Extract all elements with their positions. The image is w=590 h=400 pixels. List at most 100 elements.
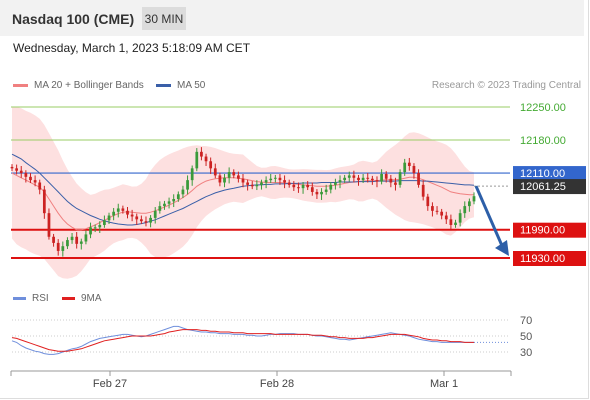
candle-body <box>29 176 32 181</box>
rsi-tick-70: 70 <box>520 315 532 327</box>
candle-body <box>232 172 236 176</box>
candle-body <box>297 187 300 189</box>
candle-body <box>338 180 342 183</box>
candle-body <box>241 178 245 183</box>
bollinger-band <box>12 106 474 279</box>
level-label-12110.00: 12110.00 <box>520 168 565 180</box>
candle-body <box>264 180 268 183</box>
candle-body <box>56 242 60 251</box>
candle-body <box>315 191 319 195</box>
timeframe-button[interactable]: 30 MIN <box>142 7 186 30</box>
candle-body <box>431 206 434 211</box>
candle-body <box>204 156 208 162</box>
candle-body <box>389 178 393 183</box>
rsi-swatch <box>13 297 26 300</box>
last-price-label: 12061.25 <box>520 181 566 193</box>
level-tag-11930.00 <box>513 251 586 266</box>
candle-body <box>218 175 222 183</box>
candle-body <box>380 174 383 182</box>
candle-body <box>449 219 453 225</box>
candle-body <box>472 196 476 202</box>
legend-ma20: MA 20 + Bollinger Bands <box>13 80 144 91</box>
forecast-arrow-head <box>495 240 509 256</box>
candle-body <box>107 215 111 221</box>
candle-body <box>112 211 116 216</box>
candle-body <box>42 189 46 214</box>
candle-body <box>246 182 249 185</box>
candle-body <box>278 177 282 181</box>
candle-body <box>181 189 185 195</box>
level-tag-12110.00 <box>513 166 586 182</box>
candle-body <box>334 182 337 185</box>
candle-body <box>324 189 328 192</box>
candle-body <box>103 220 106 225</box>
candle-body <box>370 178 374 181</box>
legend-ma50: MA 50 <box>156 80 205 91</box>
candle-body <box>223 177 226 183</box>
last-price-tag <box>513 179 586 195</box>
candle-body <box>172 199 176 202</box>
candle-body <box>435 210 439 212</box>
candle-body <box>98 224 102 228</box>
candle-body <box>458 213 462 223</box>
candle-body <box>468 201 471 207</box>
candle-body <box>15 168 18 171</box>
candle-body <box>237 175 240 179</box>
candle-body <box>384 174 388 179</box>
candle-body <box>153 210 157 218</box>
forecast-arrow-line <box>474 185 505 249</box>
candle-body <box>66 240 69 247</box>
candle-body <box>38 182 42 190</box>
legend-9ma-label: 9MA <box>81 293 102 304</box>
research-credit: Research © 2023 Trading Central <box>431 80 581 91</box>
candle-body <box>273 177 277 179</box>
candle-body <box>287 182 291 185</box>
candle-body <box>163 203 166 207</box>
candle-body <box>292 184 296 188</box>
candle-body <box>269 178 273 181</box>
candle-body <box>75 236 79 244</box>
candle-body <box>213 168 217 176</box>
candle-body <box>463 206 467 214</box>
candle-body <box>301 184 305 189</box>
x-tick-label: Mar 1 <box>430 378 458 390</box>
candle-body <box>176 194 180 200</box>
candle-body <box>167 201 171 204</box>
candle-body <box>440 211 444 216</box>
candle-body <box>135 216 139 220</box>
candle-body <box>52 236 55 243</box>
candle-body <box>398 172 402 185</box>
legend-ma50-label: MA 50 <box>177 80 206 91</box>
candle-body <box>70 236 74 241</box>
candle-body <box>33 180 37 183</box>
chart-header <box>0 0 584 36</box>
candle-body <box>357 177 360 181</box>
candle-body <box>24 173 28 177</box>
candle-body <box>361 177 365 181</box>
rsi-ma9-line <box>11 329 474 352</box>
candle-body <box>121 208 125 211</box>
candle-body <box>394 182 397 185</box>
rsi-line <box>11 325 474 355</box>
candle-body <box>352 175 356 178</box>
ma20-swatch <box>13 84 28 87</box>
level-label-11990.00: 11990.00 <box>520 225 565 237</box>
candle-body <box>79 241 83 244</box>
candle-body <box>417 173 420 185</box>
candle-body <box>347 175 351 178</box>
candle-body <box>158 206 162 211</box>
candle-body <box>116 208 120 212</box>
chart-date: Wednesday, March 1, 2023 5:18:09 AM CET <box>13 41 251 55</box>
candle-body <box>283 180 286 183</box>
candle-body <box>190 168 194 181</box>
ma50-swatch <box>156 84 171 87</box>
candle-body <box>250 184 254 187</box>
candle-body <box>126 210 129 215</box>
candle-body <box>444 215 448 220</box>
candle-body <box>454 222 457 225</box>
candle-body <box>93 227 97 229</box>
rsi-tick-30: 30 <box>520 347 532 359</box>
level-label-12250.00: 12250.00 <box>520 102 566 114</box>
ma9-swatch <box>62 297 75 300</box>
candle-body <box>139 219 143 222</box>
